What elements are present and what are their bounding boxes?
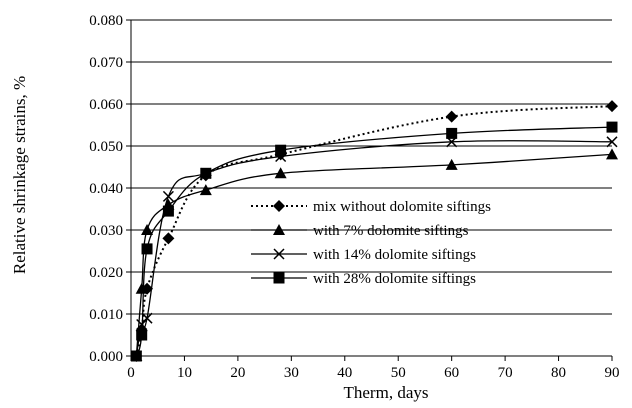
data-point: [445, 158, 458, 170]
marker-stroke: [273, 248, 285, 260]
marker-stroke: [141, 312, 153, 324]
data-point: [275, 144, 287, 156]
data-point: [274, 167, 287, 179]
data-point: [162, 232, 175, 245]
axes: 0.000 0.010 0.020 0.030 0.040 0.050 0.060 0.070…: [89, 13, 619, 381]
data-point: [141, 224, 154, 235]
data-point: [141, 312, 153, 324]
legend-marker: [273, 224, 285, 235]
x-tick-label: 60: [444, 365, 459, 381]
legend-marker: [273, 200, 285, 212]
legend-entry: with 28% dolomite siftings: [251, 271, 476, 287]
data-point: [141, 243, 153, 255]
data-point: [606, 148, 618, 160]
data-point: [199, 184, 212, 196]
marker-stroke: [606, 136, 618, 148]
y-tick-label: 0.010: [89, 307, 123, 323]
y-tick-label: 0.080: [89, 13, 123, 29]
y-tick-label: 0.040: [89, 181, 123, 197]
data-point: [606, 100, 618, 113]
y-tick-label: 0.000: [89, 349, 123, 365]
x-axis-title: Therm, days: [344, 383, 429, 402]
legend-entry: mix without dolomite siftings: [251, 199, 491, 215]
legend-label: mix without dolomite siftings: [313, 199, 491, 215]
data-point: [135, 282, 148, 294]
x-tick-label: 10: [177, 365, 192, 381]
data-point: [446, 127, 458, 139]
y-tick-label: 0.030: [89, 223, 123, 239]
data-point: [130, 350, 142, 362]
legend-entry: with 14% dolomite siftings: [251, 247, 476, 263]
legend-marker: [273, 248, 285, 260]
legend-label: with 28% dolomite siftings: [313, 271, 476, 287]
series: [130, 100, 618, 362]
data-point: [136, 329, 148, 341]
y-axis-title: Relative shrinkage strains, %: [10, 76, 29, 274]
series-square: [130, 121, 618, 362]
x-tick-label: 20: [230, 365, 245, 381]
grid: [131, 19, 612, 315]
x-tick-label: 70: [498, 365, 513, 381]
legend-marker: [273, 272, 285, 284]
data-point: [445, 110, 458, 123]
x-tick-label: 90: [605, 365, 620, 381]
x-tick-label: 0: [127, 365, 135, 381]
data-point: [162, 190, 174, 202]
legend-label: with 7% dolomite siftings: [313, 223, 469, 239]
x-tick-label: 50: [391, 365, 406, 381]
data-point: [606, 136, 618, 148]
data-point: [606, 121, 618, 133]
data-point: [200, 167, 212, 179]
x-tick-label: 80: [551, 365, 566, 381]
y-tick-label: 0.050: [89, 139, 123, 155]
legend-label: with 14% dolomite siftings: [313, 247, 476, 263]
series-line: [135, 126, 613, 357]
y-tick-label: 0.060: [89, 97, 123, 113]
legend-entry: with 7% dolomite siftings: [251, 223, 469, 239]
data-point: [162, 205, 174, 217]
y-tick-label: 0.070: [89, 55, 123, 71]
x-tick-label: 40: [337, 365, 352, 381]
marker-stroke: [162, 190, 174, 202]
legend: mix without dolomite siftings with 7% dol…: [251, 199, 491, 287]
x-tick-label: 30: [284, 365, 299, 381]
y-tick-label: 0.020: [89, 265, 123, 281]
